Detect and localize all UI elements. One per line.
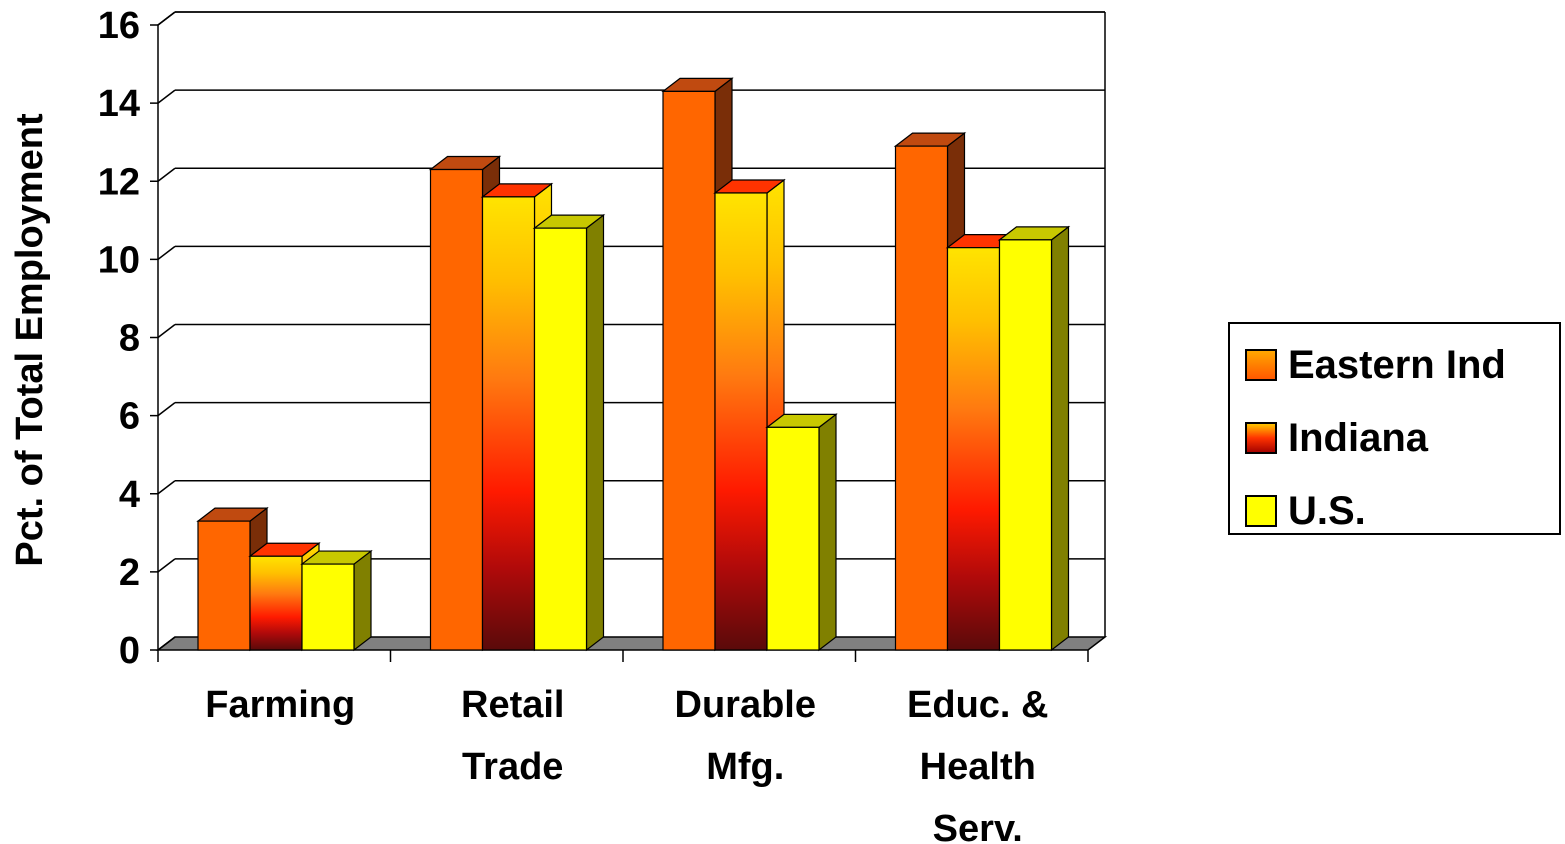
x-category-label: Retail [461,684,564,726]
y-tick-depth [157,402,176,417]
axes [150,11,1089,662]
x-category-label: Health [920,746,1036,788]
y-tick-label: 2 [119,552,140,594]
y-tick-labels: 0 2 4 6 8 10 12 14 16 [98,5,140,672]
y-tick-label: 8 [119,318,140,360]
x-category-label: Mfg. [706,746,784,788]
bar-front [998,239,1053,651]
y-tick-label: 4 [119,474,140,516]
legend-label: U.S. [1288,489,1366,533]
y-tick-label: 14 [98,83,140,125]
bar-front [533,227,588,651]
legend-items: Eastern Ind Indiana U.S. [1245,343,1506,533]
legend-swatch [1245,495,1277,527]
y-tick-depth [157,323,176,339]
x-category-label: Serv. [933,808,1023,844]
y-axis-title: Pct. of Total Employment [9,113,51,567]
x-category-label: Durable [675,684,816,726]
bar-front [662,90,716,651]
y-tick-depth [157,89,176,104]
y-tick-depth [157,11,176,26]
bar-side [1050,225,1070,652]
bar-front [766,426,820,651]
bar-front [481,196,536,651]
y-tick-depth [157,558,176,573]
y-tick-label: 16 [98,5,140,47]
grid-lines [175,11,1106,637]
bar [532,213,606,652]
bar [997,225,1071,652]
legend-swatch [1245,422,1277,454]
bar-front [894,145,949,651]
y-tick-label: 12 [98,161,140,203]
y-tick-label: 10 [98,239,140,281]
legend-box [1228,322,1561,535]
legend: Eastern Ind Indiana U.S. [1228,322,1561,535]
bar-side [818,413,837,652]
x-category-label: Farming [205,684,355,726]
bar-front [197,520,251,651]
x-category-label: Educ. & [907,684,1048,726]
bar-front [301,563,355,651]
y-tick-depth [157,167,176,182]
bar-front [249,555,303,651]
y-tick-depth [157,245,176,260]
bar-side [585,213,605,652]
bar-side [353,549,372,652]
x-category-label: Trade [462,746,563,788]
bar-front [429,168,484,651]
y-tick-label: 0 [119,630,140,672]
bar [300,549,373,652]
legend-label: Indiana [1288,416,1429,460]
y-tick-depth [157,636,176,651]
x-category-labels: Farming Retail Trade Durable Mfg. Educ. & Heal… [205,684,1048,844]
legend-label: Eastern Ind [1288,343,1506,387]
bars [196,77,1071,652]
bar-front [946,247,1001,651]
y-tick-label: 6 [119,396,140,438]
legend-swatch [1245,349,1277,381]
bar [765,413,838,652]
bar [713,178,786,652]
bar-front [714,192,768,651]
y-tick-depth [157,480,176,495]
